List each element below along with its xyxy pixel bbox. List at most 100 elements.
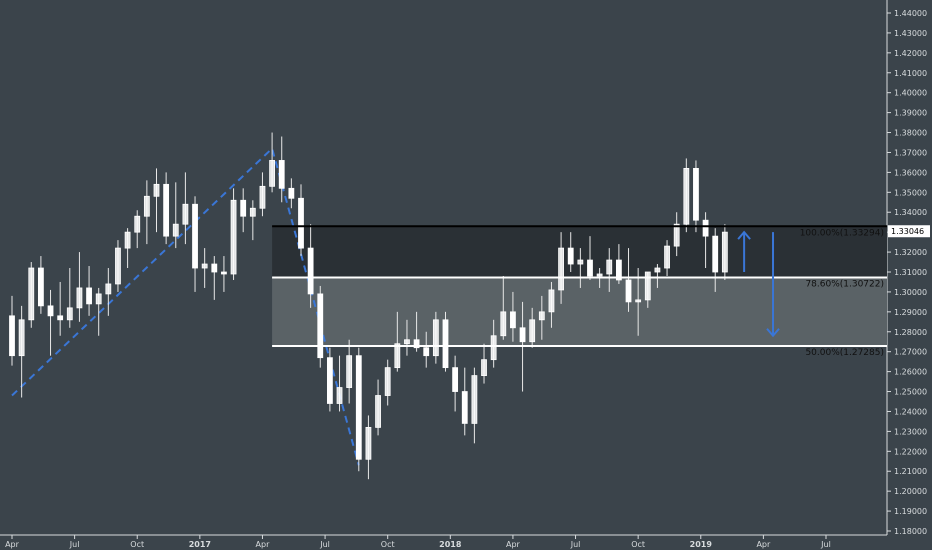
fib-level-label: 100.00%(1.33294) xyxy=(800,228,884,238)
fib-zone-upper xyxy=(272,226,887,278)
time-tick-label: 2017 xyxy=(189,540,211,549)
candle-body xyxy=(567,247,574,265)
candle-body xyxy=(384,367,391,396)
candle-body xyxy=(298,197,304,249)
candle-body xyxy=(355,355,362,460)
fib-zone-lower xyxy=(272,277,887,347)
candle-body xyxy=(481,359,487,376)
price-tick-label: 1.31000 xyxy=(894,268,927,277)
price-tick-label: 1.23000 xyxy=(894,427,927,436)
candle-body xyxy=(76,287,83,309)
candle-body xyxy=(432,319,439,357)
price-tick-label: 1.34000 xyxy=(894,208,927,217)
price-tick-label: 1.24000 xyxy=(894,407,927,416)
candle-body xyxy=(153,183,160,197)
candle-body xyxy=(172,223,179,237)
time-tick-label: Jul xyxy=(570,540,581,549)
candle-body xyxy=(712,235,719,273)
price-tick-label: 1.22000 xyxy=(894,447,927,456)
price-tick-label: 1.44000 xyxy=(894,9,927,18)
price-tick-label: 1.30000 xyxy=(894,288,927,297)
candle-body xyxy=(375,395,381,428)
candle-body xyxy=(326,357,333,404)
price-tick-label: 1.38000 xyxy=(894,129,927,138)
time-tick-label: Jul xyxy=(69,540,80,549)
price-tick-label: 1.21000 xyxy=(894,467,927,476)
fib-levels[interactable]: 100.00%(1.33294) 78.60%(1.30722) 50.00%(1.… xyxy=(272,225,887,358)
candle-body xyxy=(201,263,208,269)
arrow-head xyxy=(766,328,780,338)
price-tick-label: 1.43000 xyxy=(894,29,927,38)
candle-body xyxy=(346,355,353,388)
candle-body xyxy=(269,160,275,187)
candle-body xyxy=(587,259,593,277)
candle-body xyxy=(664,245,670,269)
price-tick-label: 1.36000 xyxy=(894,168,927,177)
candle-body xyxy=(558,247,564,291)
candle-body xyxy=(124,231,131,249)
fib-level-label: 50.00%(1.27285) xyxy=(805,348,884,358)
candle-body xyxy=(9,315,15,357)
fib-level-label: 78.60%(1.30722) xyxy=(805,280,884,290)
time-tick-label: 2019 xyxy=(690,540,713,549)
price-axis[interactable]: 1.18000 1.19000 1.20000 1.21000 1.22000 1.230… xyxy=(887,9,927,536)
current-price-marker: 1.33046 xyxy=(888,225,930,238)
price-marker-box xyxy=(888,225,930,238)
candle-body xyxy=(317,293,324,359)
time-tick-label: Oct xyxy=(631,540,645,549)
time-tick-label: Jul xyxy=(319,540,330,549)
candle-body xyxy=(278,160,285,189)
price-tick-label: 1.37000 xyxy=(894,148,927,157)
candle-body xyxy=(57,315,64,321)
price-tick-label: 1.26000 xyxy=(894,368,927,377)
price-tick-label: 1.41000 xyxy=(894,69,927,78)
candle-body xyxy=(596,273,603,277)
time-tick-label: Apr xyxy=(756,540,771,549)
projection-arrows xyxy=(737,230,780,338)
price-tick-label: 1.35000 xyxy=(894,188,927,197)
candle-body xyxy=(240,199,247,217)
candle-body xyxy=(28,267,35,321)
time-axis[interactable]: Apr Jul Oct 2017 Apr Jul Oct 2018 Apr Jul Oct 2019 A… xyxy=(5,535,831,549)
price-tick-label: 1.40000 xyxy=(894,89,927,98)
candle-body xyxy=(365,426,372,460)
candle-body xyxy=(673,223,680,247)
candle-body xyxy=(47,305,54,317)
price-tick-label: 1.39000 xyxy=(894,109,927,118)
time-tick-label: Oct xyxy=(381,540,395,549)
candle-body xyxy=(625,279,632,303)
candle-body xyxy=(163,183,170,237)
candle-body xyxy=(615,259,622,281)
candle-body xyxy=(307,247,314,295)
candle-body xyxy=(683,167,690,225)
candles xyxy=(9,132,728,480)
time-tick-label: Apr xyxy=(5,540,20,549)
candle-body xyxy=(66,307,73,321)
candle-body xyxy=(510,311,516,329)
time-tick-label: Apr xyxy=(506,540,521,549)
candle-body xyxy=(548,289,555,313)
time-tick-label: Jul xyxy=(820,540,831,549)
candle-body xyxy=(500,311,507,337)
candle-body xyxy=(721,231,728,273)
candle-body xyxy=(115,247,121,285)
candle-body xyxy=(702,219,709,237)
candle-body xyxy=(606,259,613,275)
candle-body xyxy=(394,343,401,369)
candle-body xyxy=(538,311,545,321)
price-tick-label: 1.42000 xyxy=(894,49,927,58)
candle-body xyxy=(693,167,699,221)
candle-body xyxy=(336,387,343,404)
time-tick-label: Apr xyxy=(256,540,271,549)
price-tick-label: 1.20000 xyxy=(894,487,927,496)
candle-body xyxy=(577,259,584,265)
candle-body xyxy=(635,299,642,303)
price-tick-label: 1.27000 xyxy=(894,348,927,357)
price-tick-label: 1.28000 xyxy=(894,328,927,337)
price-tick-label: 1.25000 xyxy=(894,388,927,397)
arrow-head xyxy=(737,230,751,240)
candle-body xyxy=(134,215,141,233)
candle-body xyxy=(192,203,198,269)
price-tick-label: 1.29000 xyxy=(894,308,927,317)
